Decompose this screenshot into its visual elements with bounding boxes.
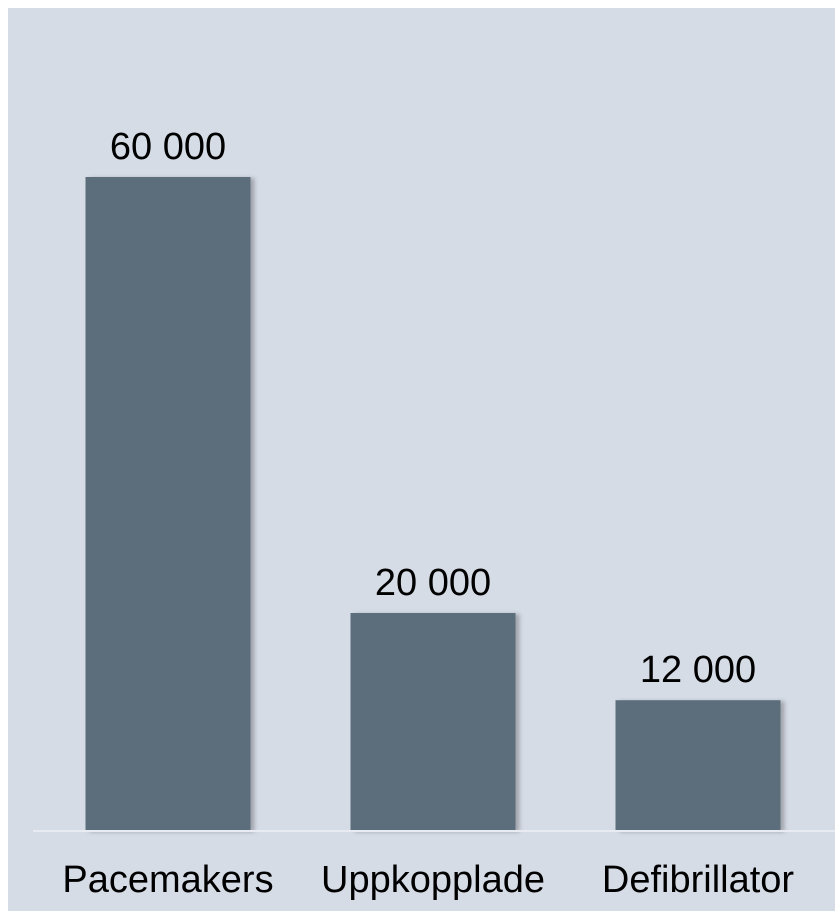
bar-uppkopplade xyxy=(350,613,516,831)
category-label-defibrillator: Defibrillator xyxy=(602,859,795,901)
category-label-uppkopplade: Uppkopplade xyxy=(321,859,545,901)
chart-panel: 60 000 Pacemakers 20 000 Uppkopplade 12 000 D… xyxy=(8,8,835,911)
category-label-pacemakers: Pacemakers xyxy=(62,859,273,901)
bar-pacemakers xyxy=(85,177,251,831)
bar-chart: 60 000 Pacemakers 20 000 Uppkopplade 12 000 D… xyxy=(33,126,835,901)
value-label-uppkopplade: 20 000 xyxy=(375,562,491,604)
value-label-pacemakers: 60 000 xyxy=(110,126,226,168)
value-label-defibrillator: 12 000 xyxy=(640,649,756,691)
bar-defibrillator xyxy=(615,700,781,831)
